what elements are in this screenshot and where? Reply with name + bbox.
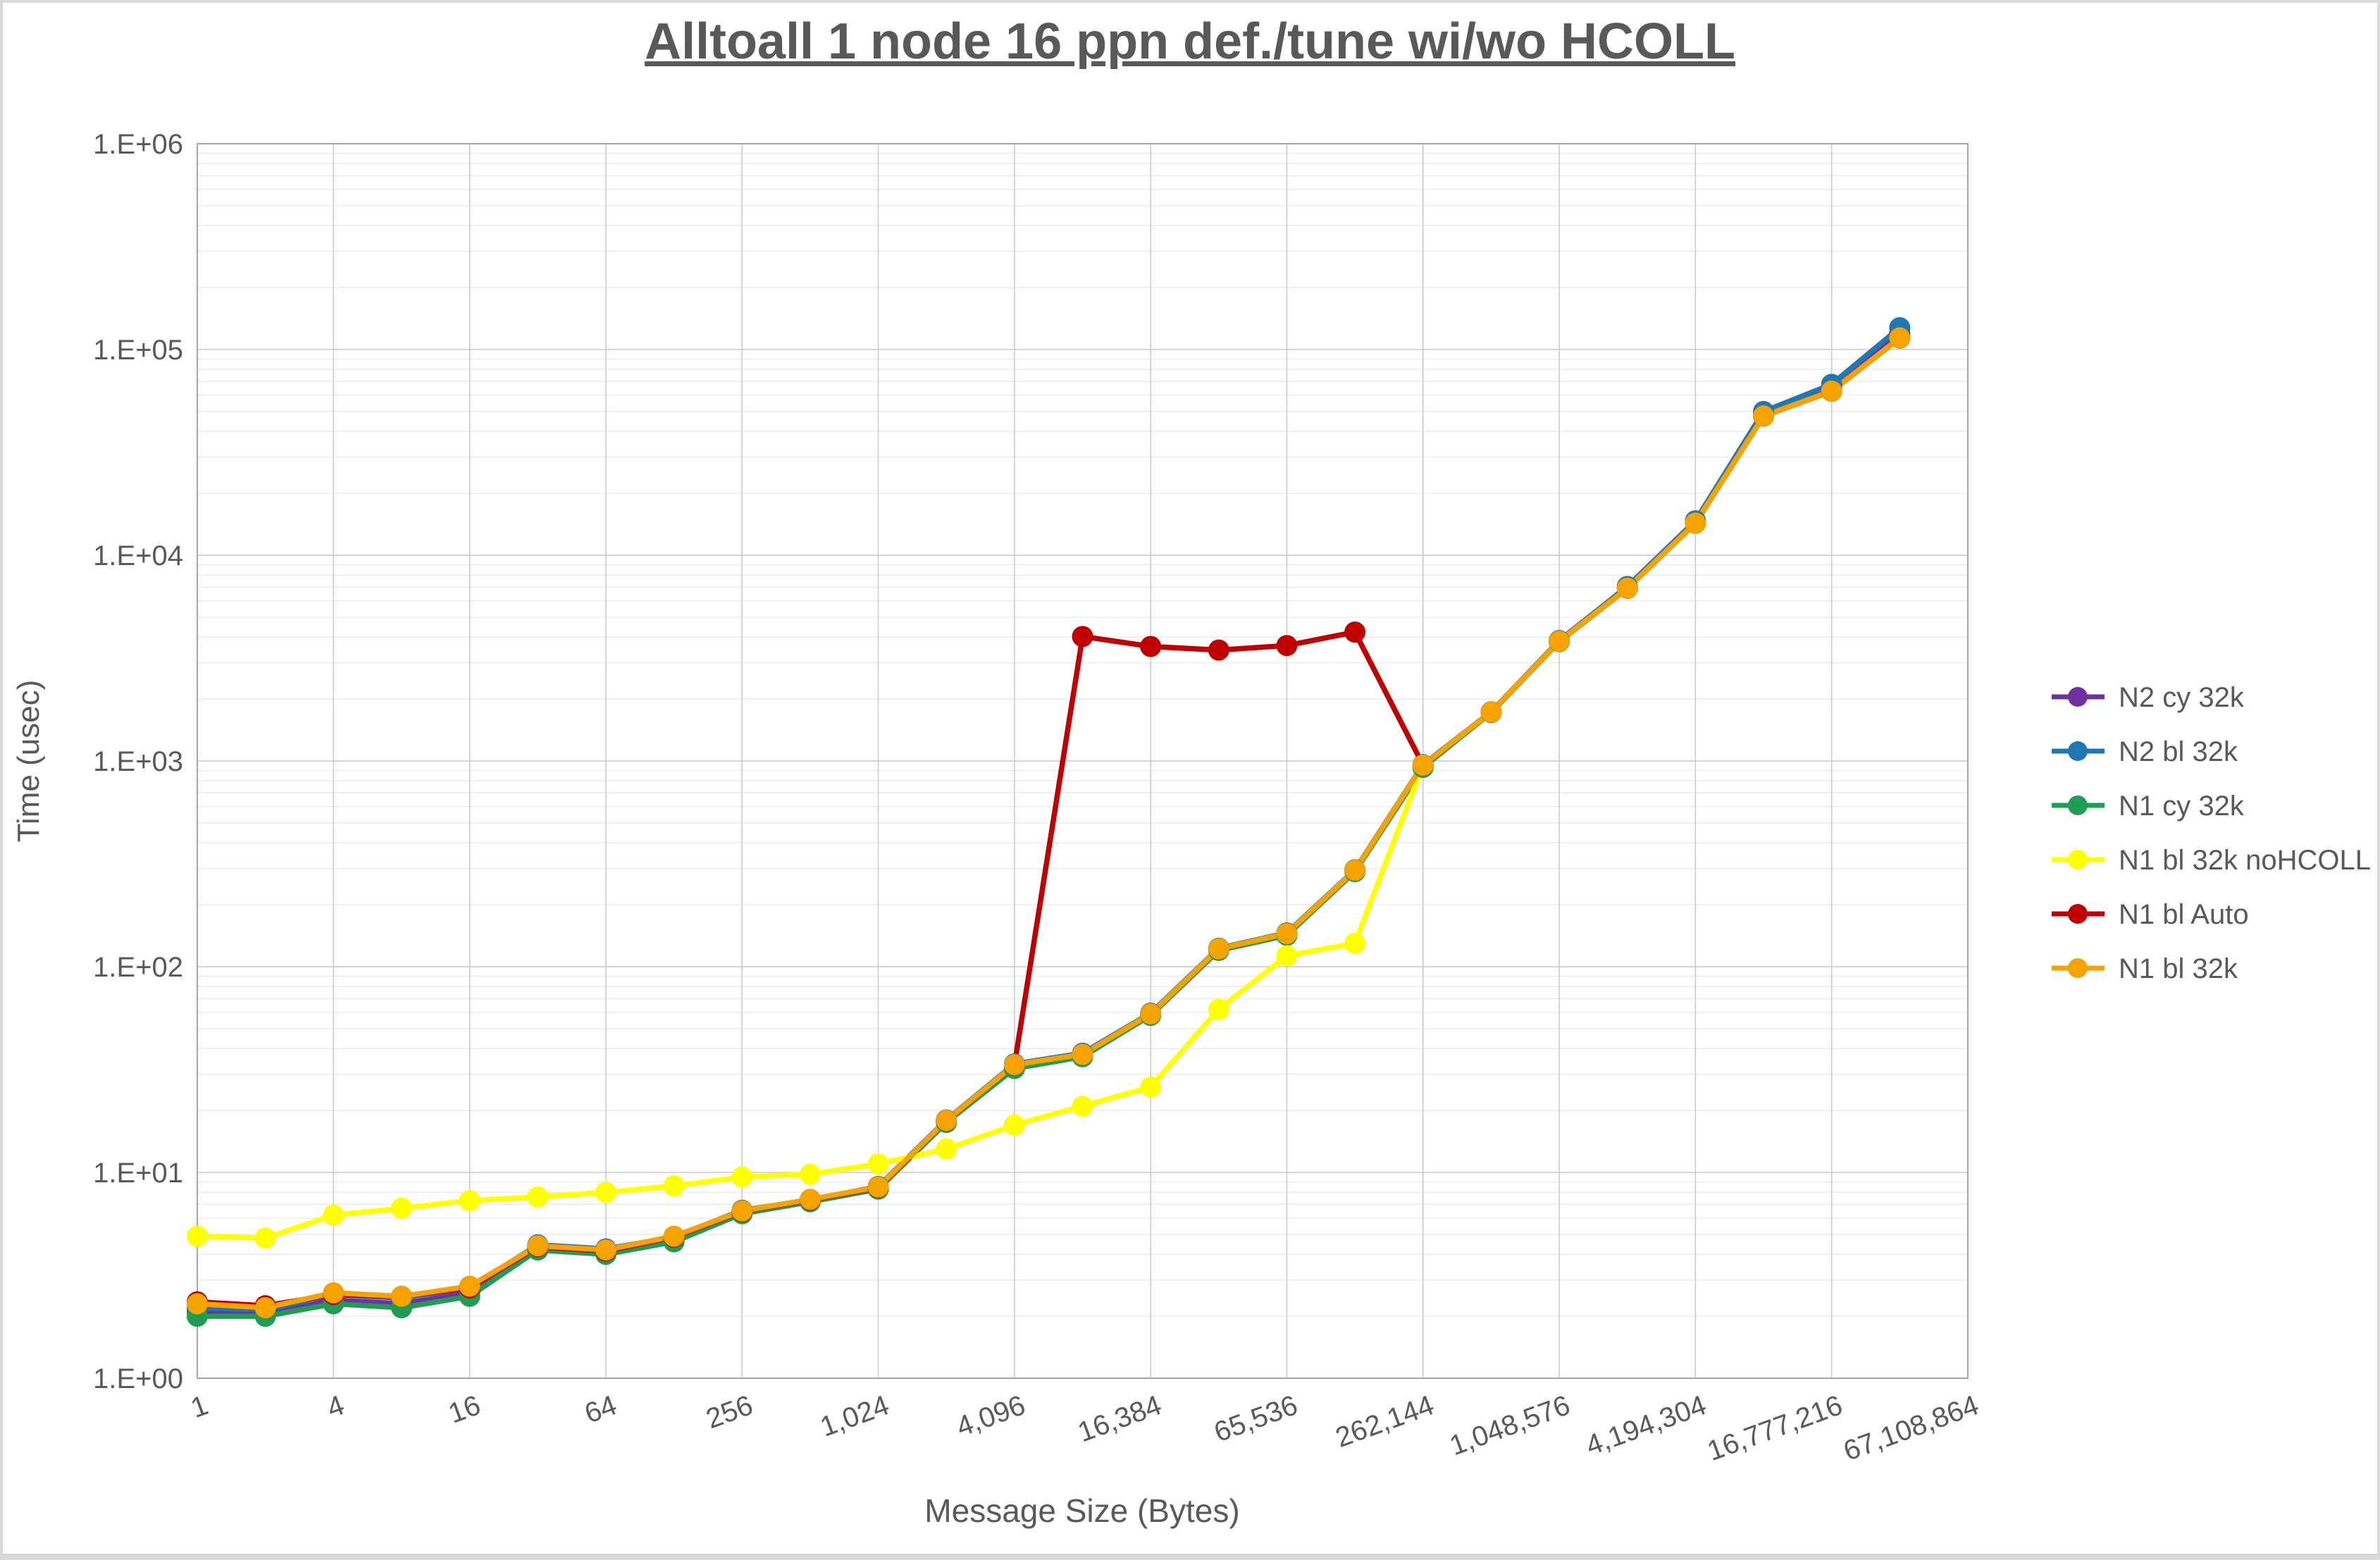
svg-text:67,108,864: 67,108,864 (1840, 1389, 1983, 1467)
svg-text:1.E+06: 1.E+06 (93, 129, 183, 160)
svg-text:4,194,304: 4,194,304 (1582, 1389, 1710, 1461)
svg-text:1.E+02: 1.E+02 (93, 952, 183, 983)
svg-text:4,096: 4,096 (953, 1389, 1029, 1443)
svg-text:Time (usec): Time (usec) (11, 680, 46, 843)
svg-text:N2 bl 32k: N2 bl 32k (2119, 736, 2238, 767)
svg-text:N1 cy 32k: N1 cy 32k (2119, 791, 2245, 822)
svg-text:1,024: 1,024 (816, 1389, 893, 1443)
svg-text:N2 cy 32k: N2 cy 32k (2119, 682, 2245, 713)
svg-text:Message Size (Bytes): Message Size (Bytes) (924, 1492, 1239, 1529)
svg-text:N1 bl 32k: N1 bl 32k (2119, 953, 2238, 984)
svg-text:16: 16 (445, 1389, 485, 1430)
svg-text:4: 4 (323, 1389, 348, 1424)
svg-text:1,048,576: 1,048,576 (1446, 1389, 1574, 1461)
svg-text:262,144: 262,144 (1332, 1389, 1438, 1454)
svg-text:1.E+05: 1.E+05 (93, 335, 183, 366)
svg-text:256: 256 (702, 1389, 757, 1435)
svg-text:65,536: 65,536 (1210, 1389, 1302, 1448)
svg-text:1: 1 (187, 1389, 212, 1424)
svg-text:1.E+00: 1.E+00 (93, 1363, 183, 1394)
svg-text:64: 64 (581, 1389, 621, 1430)
svg-text:1.E+03: 1.E+03 (93, 746, 183, 777)
svg-text:16,384: 16,384 (1074, 1389, 1165, 1448)
svg-text:1.E+01: 1.E+01 (93, 1158, 183, 1189)
svg-text:1.E+04: 1.E+04 (93, 540, 183, 571)
svg-text:N1 bl Auto: N1 bl Auto (2119, 899, 2249, 930)
svg-text:16,777,216: 16,777,216 (1704, 1389, 1847, 1467)
svg-text:N1 bl 32k noHCOLL: N1 bl 32k noHCOLL (2119, 845, 2371, 876)
